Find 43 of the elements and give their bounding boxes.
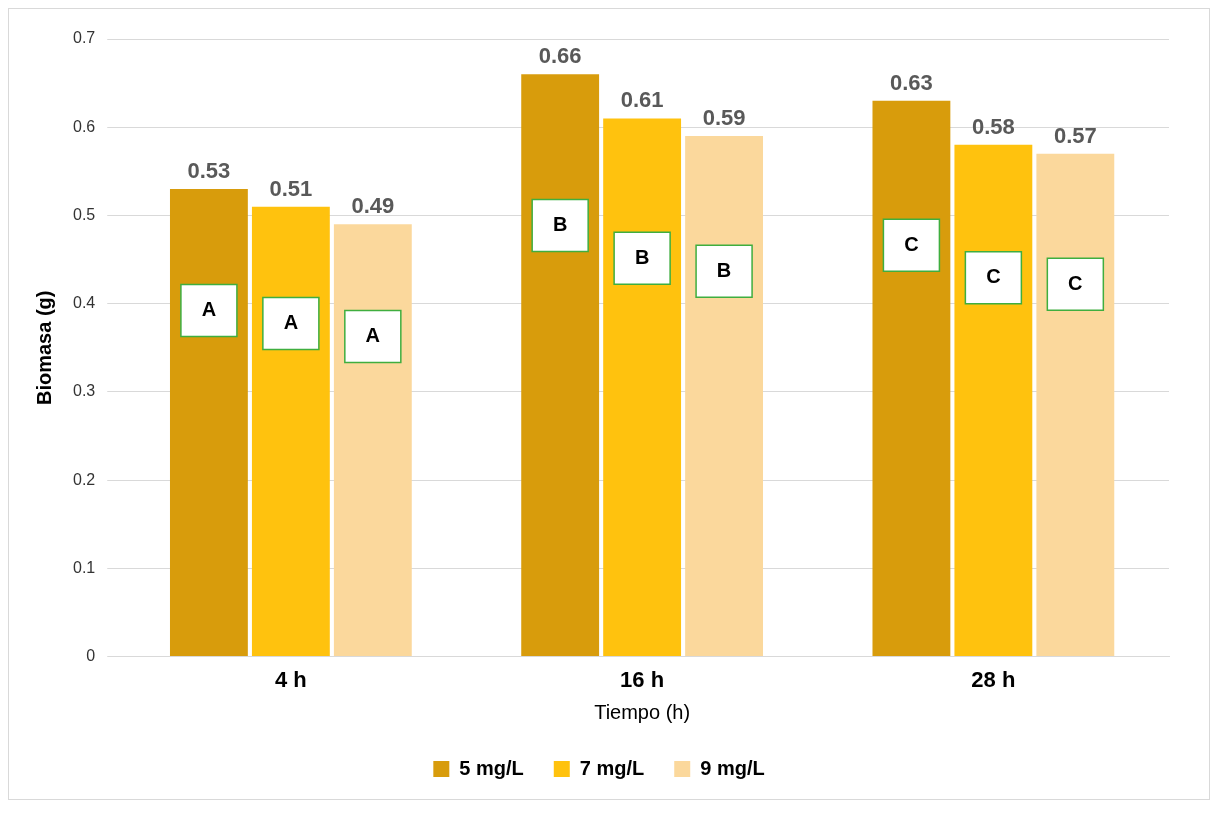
annotation: A — [283, 311, 299, 334]
bar — [872, 100, 951, 657]
data-label: 0.66 — [538, 43, 582, 69]
annotation: B — [716, 258, 732, 281]
y-tick-label: 0 — [86, 647, 96, 665]
data-label: 0.49 — [351, 193, 395, 219]
x-tick-label: 16 h — [620, 666, 665, 692]
data-label: 0.58 — [971, 113, 1015, 139]
bar — [603, 118, 682, 657]
data-label: 0.51 — [269, 175, 313, 201]
y-tick-label: 0.5 — [72, 205, 96, 223]
bar — [251, 206, 330, 657]
legend-label: 7 mg/L — [579, 756, 645, 779]
data-label: 0.57 — [1053, 122, 1097, 148]
annotation: C — [904, 232, 919, 255]
annotation: B — [634, 245, 650, 268]
x-axis-title: Tiempo (h) — [594, 700, 691, 723]
bar — [685, 136, 764, 657]
y-tick-label: 0.2 — [72, 470, 96, 488]
data-label: 0.53 — [187, 158, 231, 184]
annotation: A — [201, 297, 217, 320]
bar — [1036, 153, 1115, 657]
legend-label: 5 mg/L — [459, 756, 524, 779]
annotation: C — [1068, 271, 1083, 294]
annotation: A — [365, 324, 381, 347]
y-tick-label: 0.4 — [72, 294, 96, 312]
y-tick-label: 0.6 — [72, 117, 96, 135]
y-axis-title: Biomasa (g) — [32, 290, 55, 406]
x-tick-label: 4 h — [274, 666, 307, 692]
data-label: 0.63 — [890, 69, 933, 95]
bar — [169, 188, 248, 657]
x-tick-label: 28 h — [971, 666, 1016, 692]
data-label: 0.61 — [620, 87, 664, 113]
annotation: B — [552, 213, 568, 236]
y-tick-label: 0.3 — [72, 382, 96, 400]
y-tick-label: 0.7 — [72, 29, 96, 47]
annotation: C — [986, 265, 1001, 288]
legend-label: 9 mg/L — [700, 756, 765, 779]
bar — [333, 224, 412, 657]
bar — [954, 144, 1033, 657]
bar — [521, 74, 600, 657]
data-label: 0.59 — [702, 105, 746, 131]
y-tick-label: 0.1 — [72, 558, 96, 576]
